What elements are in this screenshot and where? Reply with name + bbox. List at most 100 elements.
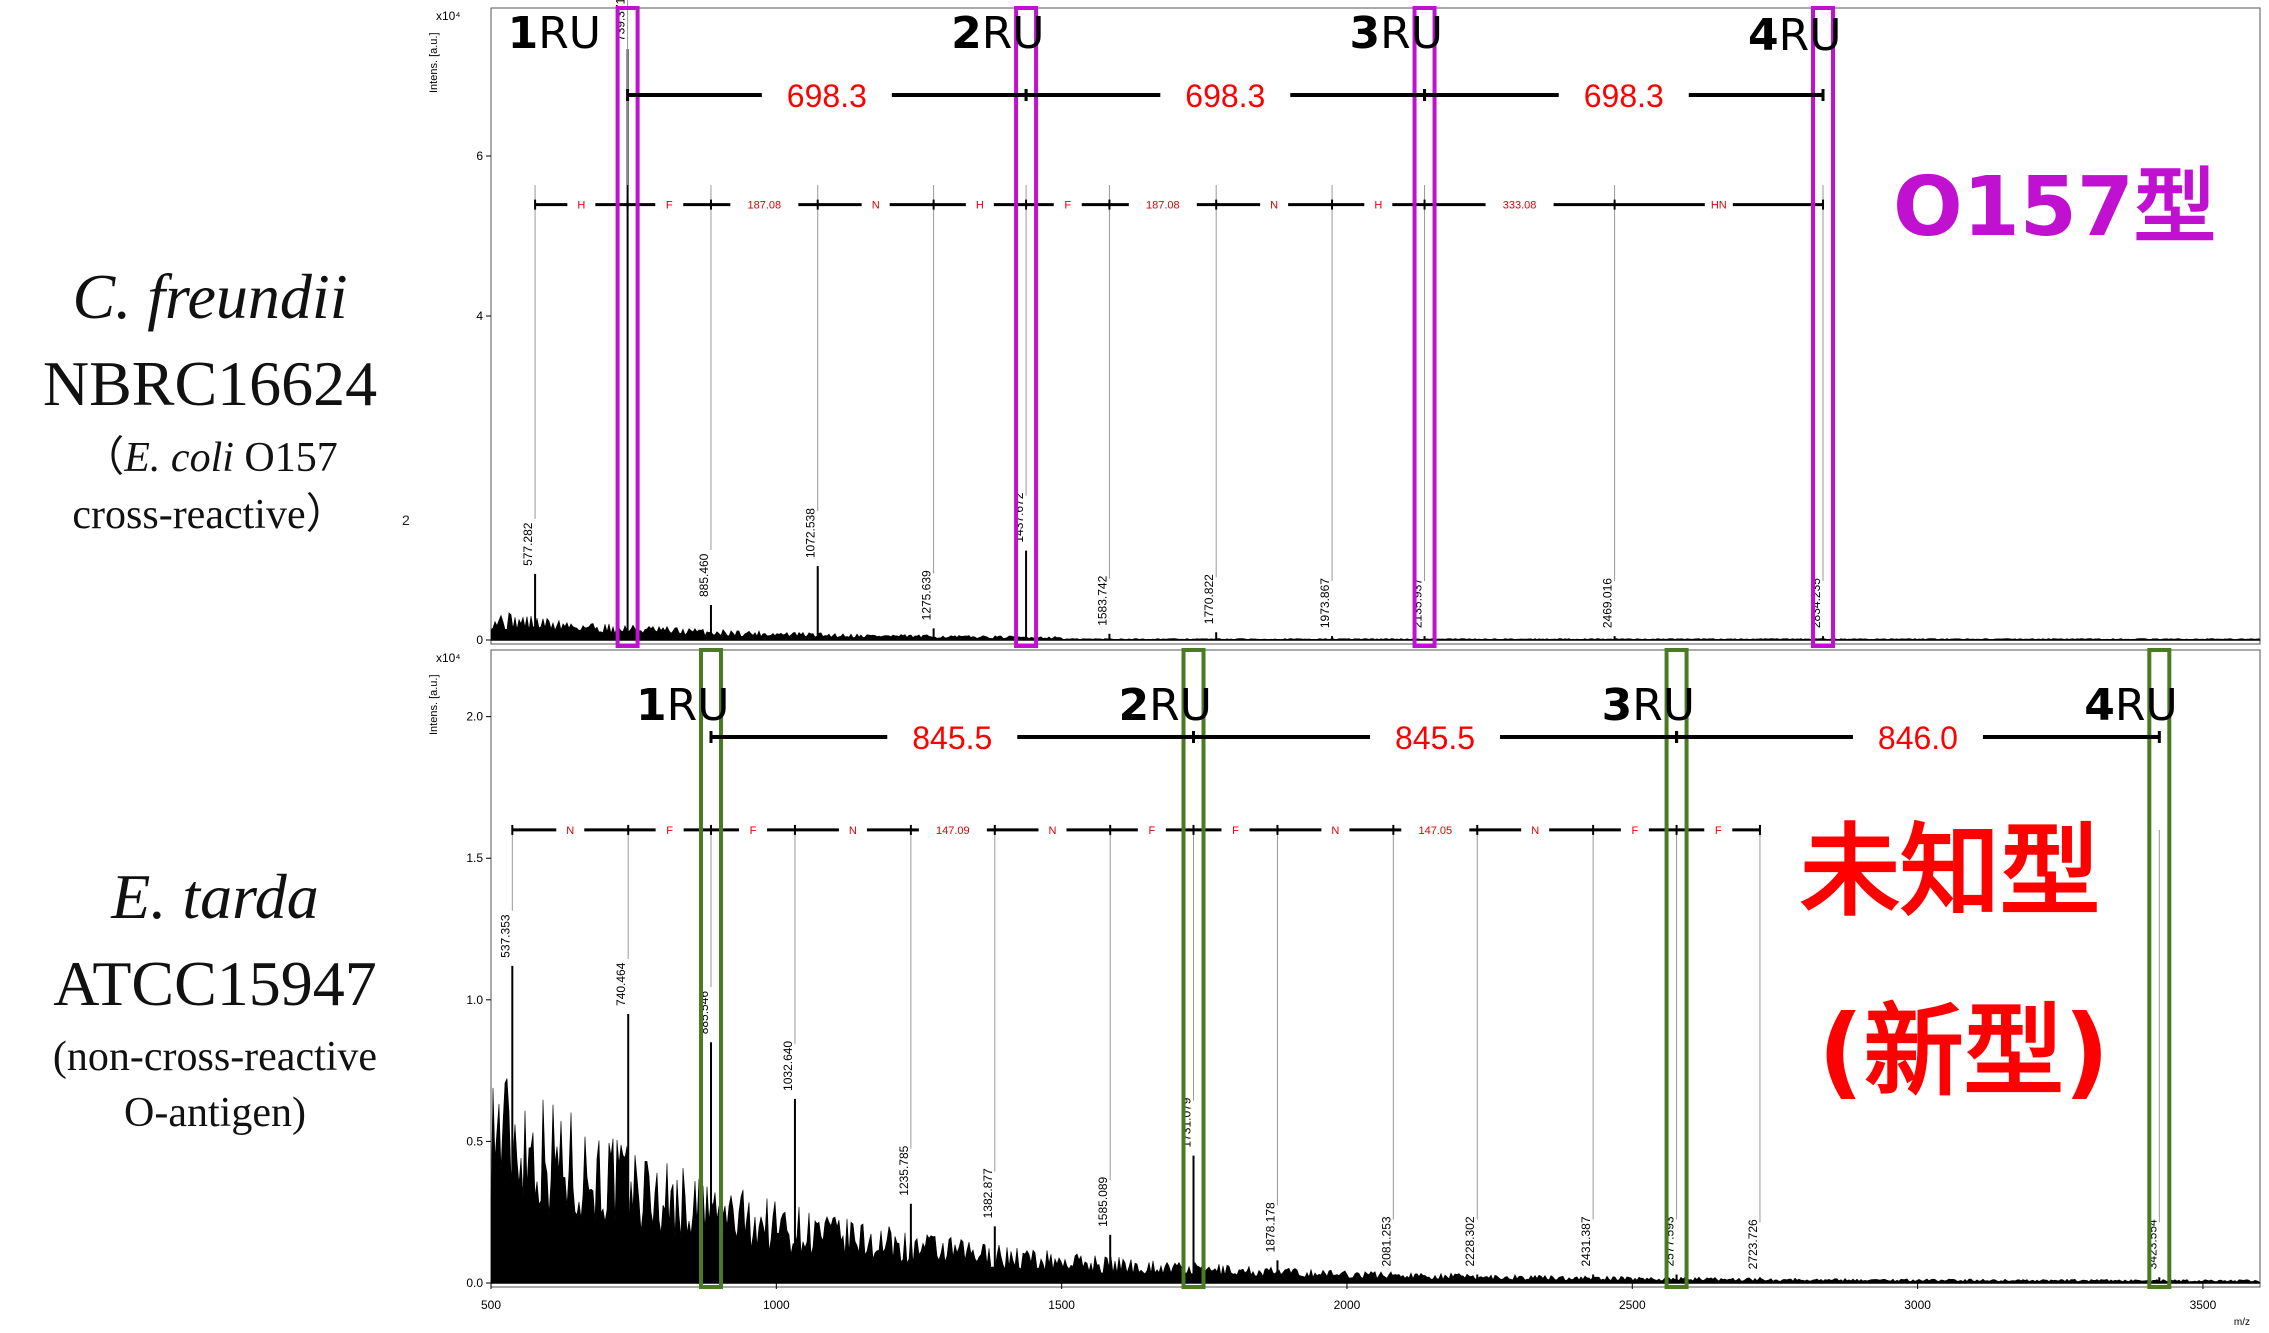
- ladder-label: F: [1064, 200, 1071, 212]
- ladder-label: N: [1270, 200, 1278, 212]
- ru-label: 1RU: [636, 680, 729, 731]
- ru-label: 2RU: [951, 8, 1044, 59]
- peak-label: 577.282: [521, 522, 535, 566]
- ru-number: 4: [2084, 680, 2115, 731]
- ru-number: 4: [1748, 10, 1779, 61]
- ladder-label: H: [1374, 200, 1382, 212]
- peak-label: 2469.016: [1601, 578, 1615, 628]
- peak-label: 1770.822: [1202, 574, 1216, 624]
- ladder-label: F: [1148, 825, 1155, 837]
- ladder-label: F: [666, 200, 673, 212]
- type-tag-unknown: 未知型: [1800, 813, 2100, 930]
- ladder-label: F: [1715, 825, 1722, 837]
- x-tick-label: 2000: [1334, 1298, 1361, 1312]
- repeat-unit-box: [1014, 6, 1039, 648]
- ru-label: 1RU: [508, 8, 601, 59]
- ru-unit: RU: [982, 8, 1045, 59]
- ladder-label: N: [849, 825, 857, 837]
- ladder-label: F: [666, 825, 673, 837]
- ru-unit: RU: [1149, 680, 1212, 731]
- ru-number: 2: [1119, 680, 1150, 731]
- x-tick-label: 2500: [1619, 1298, 1646, 1312]
- type-tag-o157: O157型: [1893, 160, 2216, 255]
- repeat-unit-box: [1412, 6, 1437, 648]
- ladder-label: N: [872, 200, 880, 212]
- peak-label: 1382.877: [981, 1168, 995, 1218]
- ru-difference: 698.3: [1185, 78, 1265, 114]
- peak-label: 2723.726: [1746, 1219, 1760, 1269]
- y-tick-label: 0.0: [466, 1276, 483, 1290]
- repeat-unit-box: [1664, 648, 1689, 1289]
- ru-unit: RU: [2115, 680, 2178, 731]
- strain-label-top: C. freundii NBRC16624 （E. coli O157 cros…: [10, 255, 410, 543]
- strain-id: ATCC15947: [53, 948, 377, 1019]
- peak-label: 740.464: [614, 962, 628, 1006]
- y-tick-label: 6: [476, 149, 483, 163]
- y-tick-label: 2.0: [466, 710, 483, 724]
- strain-label-bottom: E. tarda ATCC15947 (non-cross-reactive O…: [15, 855, 415, 1141]
- repeat-unit-box: [1181, 648, 1206, 1289]
- ru-label: 4RU: [1748, 10, 1841, 61]
- ladder-label: 333.08: [1503, 200, 1537, 212]
- ladder-label: 187.08: [1146, 200, 1180, 212]
- ladder-label: F: [1232, 825, 1239, 837]
- ru-difference: 698.3: [1584, 78, 1664, 114]
- ru-number: 1: [636, 680, 667, 731]
- y-scale-label: x10⁴: [436, 9, 461, 23]
- ladder-label: F: [750, 825, 757, 837]
- ladder-label: HN: [1711, 200, 1727, 212]
- spectrum-noise: [490, 1078, 2261, 1284]
- x-tick-label: 500: [481, 1298, 501, 1312]
- ru-label: 3RU: [1602, 680, 1695, 731]
- species-name: E. tarda: [111, 861, 319, 932]
- ru-difference: 698.3: [787, 78, 867, 114]
- x-tick-label: 3500: [2190, 1298, 2217, 1312]
- repeat-unit-box: [2147, 648, 2172, 1289]
- plot-frame: [490, 7, 2261, 645]
- peak-label: 1235.785: [897, 1145, 911, 1195]
- repeat-unit-box: [1811, 6, 1836, 648]
- ru-number: 3: [1602, 680, 1633, 731]
- peak-label: 885.460: [697, 553, 711, 597]
- peak-label: 1275.639: [920, 570, 934, 620]
- repeat-unit-box: [699, 648, 724, 1289]
- strain-note: （E. coli O157: [82, 435, 338, 481]
- peak-label: 2228.302: [1463, 1216, 1477, 1266]
- ladder-label: N: [566, 825, 574, 837]
- x-axis-title: m/z: [2234, 1317, 2250, 1328]
- ru-unit: RU: [667, 680, 730, 731]
- y-scale-label: x10⁴: [436, 651, 461, 665]
- peak-label: 1973.867: [1318, 578, 1332, 628]
- x-tick-label: 1000: [763, 1298, 790, 1312]
- ru-unit: RU: [1779, 10, 1842, 61]
- y-axis-title: Intens. [a.u.]: [428, 32, 440, 93]
- strain-note: (non-cross-reactive: [52, 1034, 378, 1080]
- x-tick-label: 3000: [1904, 1298, 1931, 1312]
- y-tick-label: 0.5: [466, 1134, 483, 1148]
- strain-note-2: O-antigen): [124, 1090, 306, 1136]
- ladder-label: 187.08: [748, 200, 782, 212]
- ru-difference: 846.0: [1878, 720, 1958, 756]
- ru-unit: RU: [1380, 8, 1443, 59]
- spectrum-panel-bottom: x10⁴ Intens. [a.u.] 0.0 0.5 1.0 1.5 2.0 500 1000…: [428, 648, 2261, 1328]
- ru-difference: 845.5: [912, 720, 992, 756]
- species-name: C. freundii: [72, 261, 348, 332]
- y-tick-label: 1.5: [466, 851, 483, 865]
- repeat-unit-box: [615, 6, 640, 648]
- peak-label: 1878.178: [1263, 1202, 1277, 1252]
- ru-label: 2RU: [1119, 680, 1212, 731]
- ladder-label: N: [1531, 825, 1539, 837]
- ru-number: 1: [508, 8, 539, 59]
- ladder-label: F: [1631, 825, 1638, 837]
- ladder-label: N: [1049, 825, 1057, 837]
- stray-text: 2: [402, 512, 410, 528]
- ru-unit: RU: [1632, 680, 1695, 731]
- ru-difference: 845.5: [1395, 720, 1475, 756]
- ladder-label: H: [976, 200, 984, 212]
- ladder-label: 147.09: [936, 825, 970, 837]
- spectrum-noise: [490, 612, 2261, 641]
- ru-number: 3: [1350, 8, 1381, 59]
- x-tick-label: 1500: [1048, 1298, 1075, 1312]
- ladder-label: N: [1331, 825, 1339, 837]
- peak-label: 537.353: [498, 914, 512, 958]
